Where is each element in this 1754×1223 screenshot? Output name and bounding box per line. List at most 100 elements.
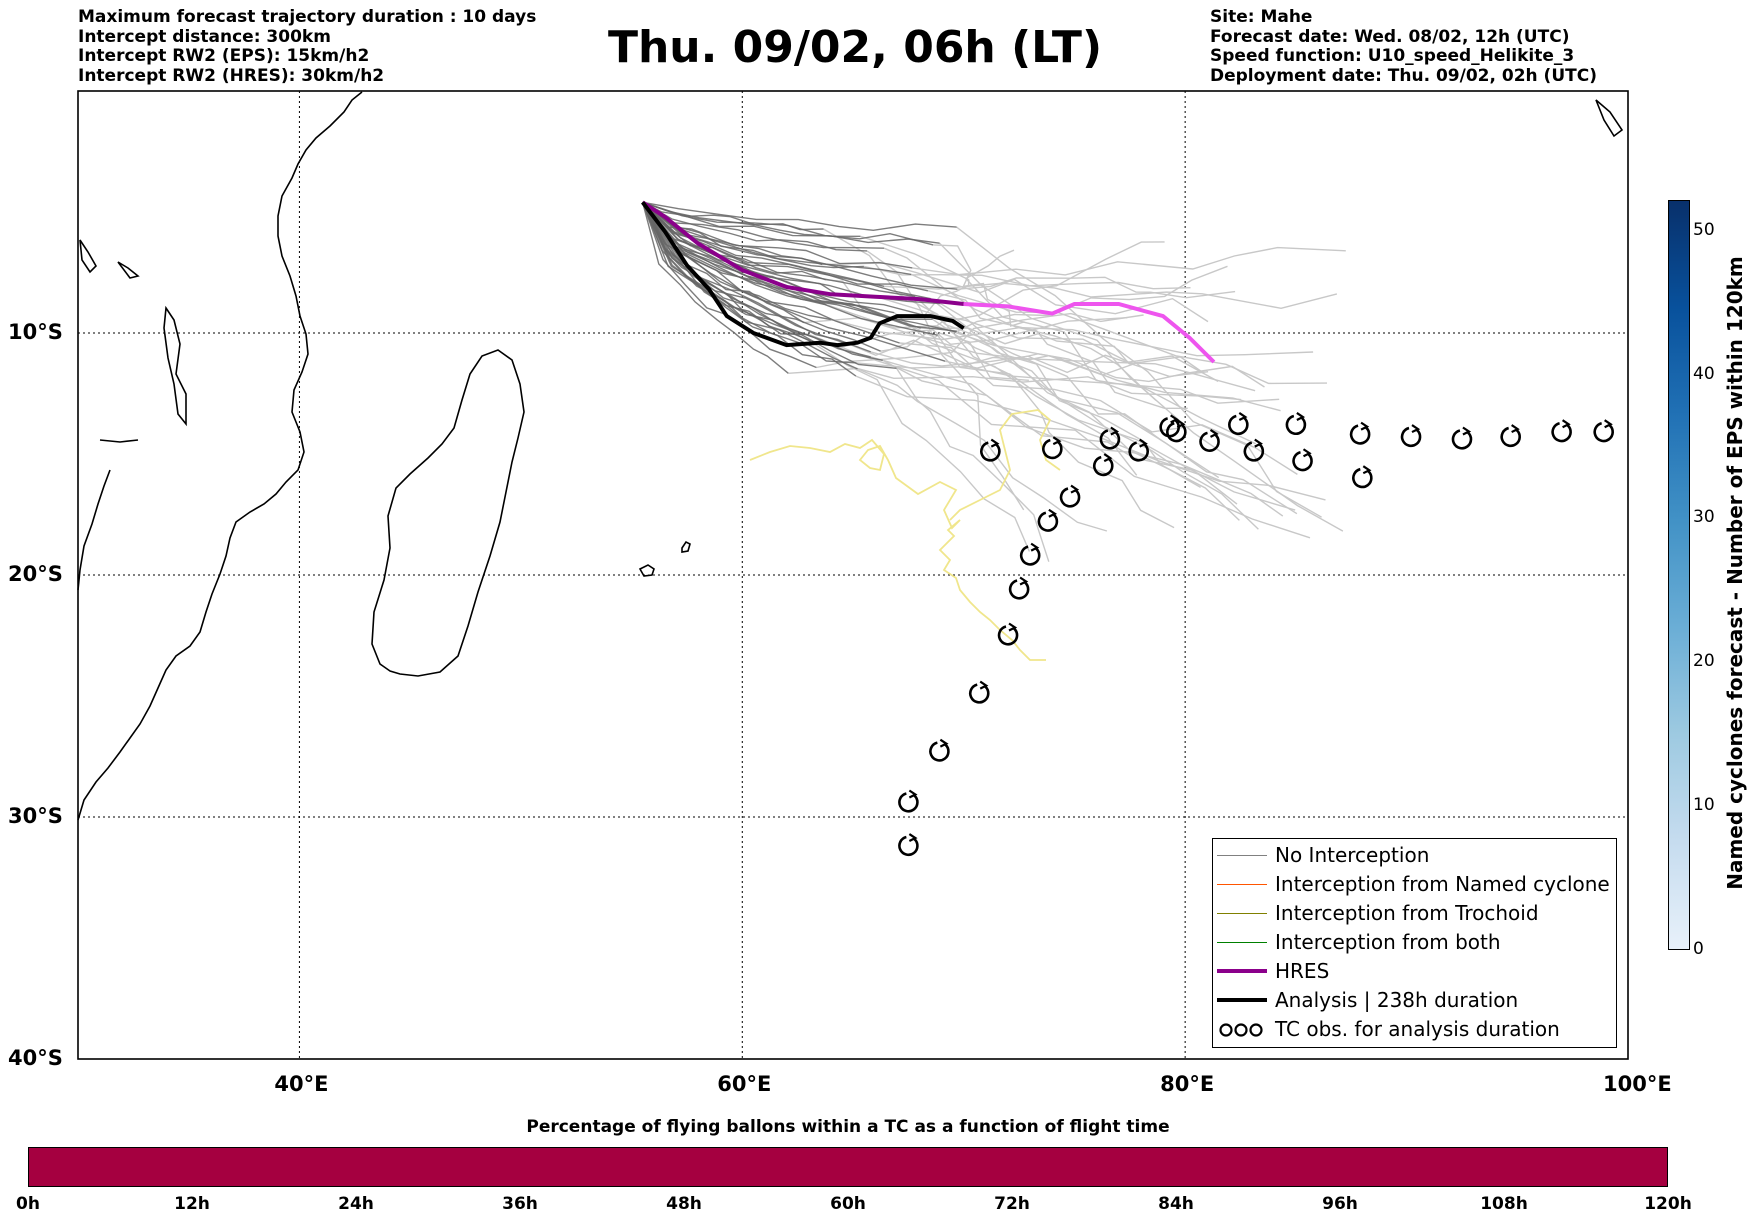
flight-time-tick: 96h — [1322, 1194, 1358, 1214]
tc-obs-icon — [1219, 1023, 1263, 1037]
tc-obs-marker — [1037, 508, 1059, 532]
tc-obs-marker — [997, 622, 1019, 646]
island-coastline — [117, 261, 140, 279]
eps-trajectory-faded — [957, 276, 1236, 299]
tc-obs-marker — [1059, 484, 1081, 508]
header-right-line: Forecast date: Wed. 08/02, 12h (UTC) — [1210, 26, 1570, 47]
eps-trajectory — [641, 202, 789, 374]
flight-time-colorbar — [28, 1147, 1668, 1187]
flight-time-tick: 60h — [830, 1194, 866, 1214]
eps-colorbar-tick: 20 — [1693, 651, 1715, 672]
eps-trajectory — [641, 202, 811, 343]
map-legend: No Interception Interception from Named … — [1212, 838, 1617, 1048]
eps-trajectory-faded — [823, 228, 1138, 476]
eps-trajectory-faded — [883, 282, 1338, 310]
eps-trajectory-faded — [837, 294, 1219, 383]
eps-trajectory — [642, 201, 831, 321]
eps-trajectory-faded — [810, 340, 1031, 552]
header-left-info: Maximum forecast trajectory duration : 1… — [78, 7, 536, 86]
header-right-line: Site: Mahe — [1210, 7, 1313, 27]
eps-trajectory-faded — [939, 242, 1344, 532]
header-left-line: Intercept RW2 (HRES): 30km/h2 — [78, 65, 385, 86]
lon-tick-label: 40°E — [274, 1072, 329, 1096]
flight-time-tick: 72h — [994, 1194, 1030, 1214]
flight-time-tick: 12h — [174, 1194, 210, 1214]
legend-swatch — [1217, 913, 1267, 914]
tc-obs-marker — [1451, 426, 1473, 450]
tc-obs-marker — [1400, 424, 1422, 448]
trochoid-track — [749, 438, 1046, 661]
lon-tick-label: 60°E — [717, 1072, 772, 1096]
legend-label: Interception from Trochoid — [1275, 901, 1539, 925]
lon-tick-label: 100°E — [1603, 1072, 1672, 1096]
eps-trajectory-faded — [822, 262, 1209, 323]
analysis-trajectory — [641, 201, 965, 348]
tc-obs-marker — [980, 438, 1001, 462]
eps-colorbar-tick: 10 — [1693, 795, 1715, 816]
header-right-info: Site: Mahe Forecast date: Wed. 08/02, 12… — [1210, 7, 1597, 86]
eps-trajectory — [642, 201, 929, 292]
tc-obs-marker — [1008, 576, 1030, 600]
legend-item-named-cyclone: Interception from Named cyclone — [1213, 870, 1616, 899]
tc-obs-marker — [1159, 414, 1180, 438]
tc-obs-marker — [1166, 419, 1187, 443]
eps-trajectory — [642, 201, 850, 346]
map-title: Thu. 09/02, 06h (LT) — [607, 22, 1103, 73]
flight-time-colorbar-label: Percentage of flying ballons within a TC… — [526, 1117, 1170, 1137]
eps-trajectory-faded — [808, 333, 1311, 539]
eps-trajectory — [642, 201, 824, 231]
eps-trajectory-faded — [899, 342, 1298, 475]
trochoid-track — [949, 409, 1061, 521]
lat-tick-label: 10°S — [8, 320, 63, 344]
eps-trajectory-faded — [816, 312, 1144, 369]
flight-time-tick: 48h — [666, 1194, 702, 1214]
eps-trajectory-faded — [937, 334, 1175, 529]
header-left-line: Intercept RW2 (EPS): 15km/h2 — [78, 46, 370, 66]
tc-obs-marker — [1593, 419, 1614, 443]
island-coastline — [1595, 99, 1624, 138]
eps-trajectory-faded — [857, 368, 1108, 532]
eps-trajectory-faded — [826, 304, 1281, 412]
flight-time-tick: 108h — [1480, 1194, 1528, 1214]
eps-trajectory-faded — [920, 327, 1204, 374]
eps-trajectory-faded — [830, 318, 1314, 357]
madagascar-coastline — [371, 349, 525, 677]
eps-trajectory-faded — [849, 339, 1139, 376]
eps-trajectory — [642, 201, 885, 249]
eps-colorbar-label: Named cyclones forecast - Number of EPS … — [1723, 256, 1747, 890]
legend-item-hres: HRES — [1213, 957, 1616, 986]
eps-trajectory-faded — [932, 318, 1298, 515]
tc-obs-marker — [1099, 426, 1121, 450]
lat-tick-label: 40°S — [8, 1046, 63, 1070]
eps-trajectory-faded — [870, 351, 1209, 378]
legend-swatch — [1217, 969, 1267, 973]
eps-trajectory-faded — [910, 273, 1328, 385]
lon-tick-label: 80°E — [1160, 1072, 1215, 1096]
island-coastline — [638, 564, 655, 577]
eps-trajectory — [642, 201, 957, 232]
header-right-line: Speed function: U10_speed_Helikite_3 — [1210, 46, 1575, 66]
eps-trajectory — [642, 202, 810, 336]
tc-obs-marker — [1019, 542, 1041, 566]
eps-trajectory — [642, 201, 827, 281]
tc-obs-marker — [929, 738, 950, 762]
tc-obs-marker — [1349, 421, 1371, 445]
tc-obs-marker — [1092, 453, 1114, 477]
legend-swatch — [1217, 942, 1267, 943]
eps-trajectory-faded — [883, 247, 1157, 401]
eps-trajectory — [642, 201, 921, 329]
legend-label: Interception from Named cyclone — [1275, 872, 1610, 896]
tc-obs-marker — [1042, 436, 1063, 460]
header-right-line: Deployment date: Thu. 09/02, 02h (UTC) — [1210, 65, 1597, 86]
africa-coastline — [77, 91, 363, 821]
tc-observations — [898, 412, 1614, 857]
hres-trajectory — [641, 200, 964, 306]
eps-trajectory — [642, 202, 857, 364]
eps-trajectory-faded — [880, 241, 1165, 352]
eps-trajectory-faded — [956, 226, 1322, 518]
lat-tick-label: 20°S — [8, 562, 63, 586]
flight-time-tick: 0h — [16, 1194, 40, 1214]
eps-trajectory-faded — [924, 249, 1015, 316]
eps-trajectory — [642, 202, 812, 342]
eps-trajectory — [641, 202, 857, 377]
